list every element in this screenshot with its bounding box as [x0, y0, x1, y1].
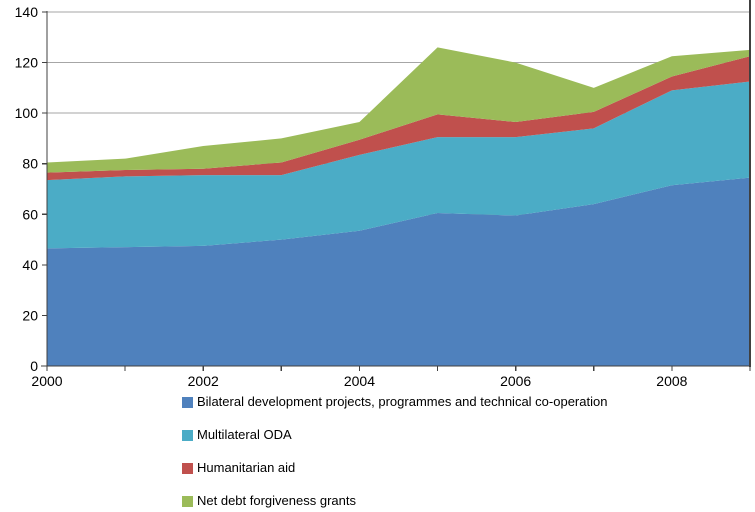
- y-tick-label-0: 0: [30, 358, 38, 374]
- legend-label-humanitarian: Humanitarian aid: [197, 460, 296, 475]
- area-series-3: [47, 47, 750, 173]
- x-tick-label-2002: 2002: [188, 373, 219, 389]
- legend-swatch-bilateral: [182, 396, 193, 408]
- x-tick-label-2000: 2000: [31, 373, 62, 389]
- area-series-2: [47, 56, 750, 181]
- legend-label-debt-forgiveness: Net debt forgiveness grants: [197, 493, 356, 508]
- x-tick-label-2004: 2004: [344, 373, 375, 389]
- legend-label-bilateral: Bilateral development projects, programm…: [197, 394, 608, 409]
- legend-item-debt-forgiveness: Net debt forgiveness grants: [182, 493, 356, 509]
- x-tick-label-2008: 2008: [656, 373, 687, 389]
- legend-item-multilateral: Multilateral ODA: [182, 427, 292, 443]
- legend-swatch-humanitarian: [182, 462, 193, 474]
- y-tick-label-60: 60: [22, 206, 38, 222]
- y-tick-label-140: 140: [15, 4, 39, 20]
- y-tick-label-100: 100: [15, 105, 39, 121]
- legend-label-multilateral: Multilateral ODA: [197, 427, 292, 442]
- legend-swatch-multilateral: [182, 429, 193, 441]
- legend-item-bilateral: Bilateral development projects, programm…: [182, 394, 607, 410]
- y-tick-label-80: 80: [22, 156, 38, 172]
- x-tick-label-2006: 2006: [500, 373, 531, 389]
- legend-swatch-debt-forgiveness: [182, 495, 193, 507]
- area-series-0: [47, 177, 750, 366]
- y-tick-label-120: 120: [15, 55, 39, 71]
- y-tick-label-20: 20: [22, 307, 38, 323]
- y-tick-label-40: 40: [22, 257, 38, 273]
- legend-item-humanitarian: Humanitarian aid: [182, 460, 295, 476]
- area-series-1: [47, 81, 750, 249]
